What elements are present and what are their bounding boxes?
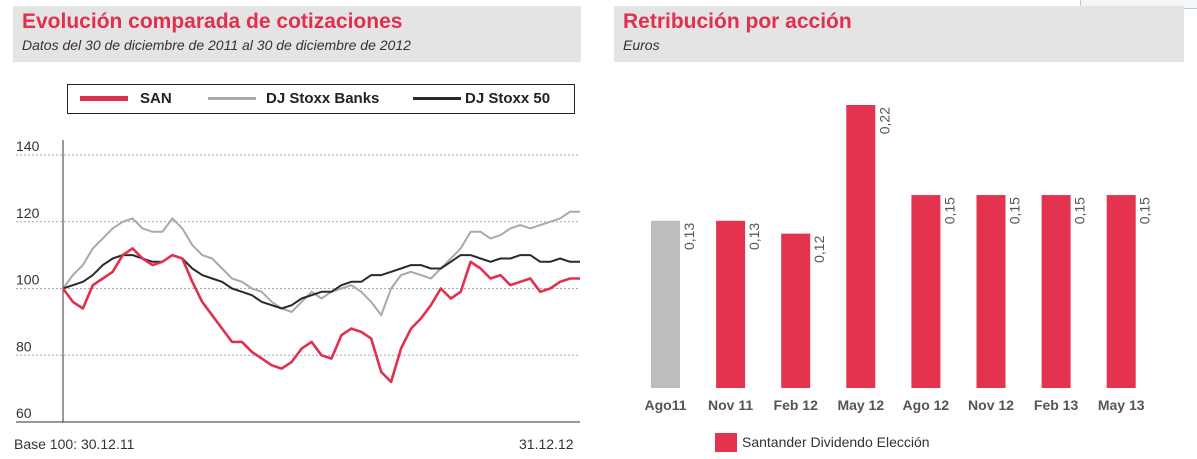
bar-6 <box>1041 195 1071 388</box>
bar-0 <box>651 220 680 388</box>
bar-1 <box>716 220 746 388</box>
right-panel-header: Retribución por acción Euros <box>614 6 1184 62</box>
bar-category-label-4: Ago 12 <box>903 397 950 413</box>
bar-value-label-0: 0,13 <box>681 223 697 250</box>
bar-value-label-2: 0,12 <box>811 235 827 262</box>
legend-label-banks: DJ Stoxx Banks <box>266 90 380 107</box>
bar-chart-subtitle: Euros <box>623 37 660 53</box>
legend-swatch-stoxx50 <box>413 97 461 100</box>
line-chart-subtitle: Datos del 30 de diciembre de 2011 al 30 … <box>22 37 411 53</box>
bar-7 <box>1106 195 1136 388</box>
bar-category-label-7: May 13 <box>1098 397 1145 413</box>
bar-category-label-5: Nov 12 <box>968 397 1014 413</box>
bar-value-label-7: 0,15 <box>1137 197 1153 224</box>
bar-chart-title: Retribución por acción <box>623 10 852 33</box>
bar-chart: 0,13 Ago11 0,13 Nov 11 0,12 Feb 12 0,22 May 12 0… <box>644 105 1153 413</box>
y-tick-label-140: 140 <box>16 138 40 154</box>
y-tick-label-60: 60 <box>16 405 32 421</box>
y-tick-label-80: 80 <box>16 338 32 354</box>
legend-label-san: SAN <box>140 90 172 107</box>
bar-category-label-0: Ago11 <box>644 397 686 413</box>
bar-legend-swatch <box>715 433 737 452</box>
bar-4 <box>911 195 941 388</box>
series-line-banks <box>62 210 580 317</box>
bar-category-label-1: Nov 11 <box>708 397 753 413</box>
series-line-stoxx50 <box>62 254 580 310</box>
bar-category-label-2: Feb 12 <box>774 397 819 413</box>
bar-3 <box>846 105 876 388</box>
line-chart-legend: SAN DJ Stoxx Banks DJ Stoxx 50 <box>67 84 575 114</box>
bar-legend-label: Santander Dividendo Elección <box>742 434 930 450</box>
line-chart: 60 80 100 120 140 <box>16 138 580 423</box>
series-line-san <box>61 247 580 384</box>
line-chart-footer-base: Base 100: 30.12.11 <box>14 436 135 452</box>
bar-value-label-4: 0,15 <box>941 197 957 224</box>
legend-label-stoxx50: DJ Stoxx 50 <box>465 90 551 107</box>
line-chart-title: Evolución comparada de cotizaciones <box>22 10 403 33</box>
left-panel-header: Evolución comparada de cotizaciones Dato… <box>13 6 581 62</box>
legend-swatch-san <box>80 96 128 101</box>
bar-value-label-6: 0,15 <box>1072 197 1088 224</box>
bar-value-label-3: 0,22 <box>876 107 892 134</box>
bar-value-label-5: 0,15 <box>1007 197 1023 224</box>
line-chart-footer-end-date: 31.12.12 <box>519 436 574 452</box>
bar-value-label-1: 0,13 <box>746 223 762 250</box>
legend-swatch-banks <box>208 97 256 100</box>
y-tick-label-120: 120 <box>16 205 40 221</box>
bar-2 <box>781 233 811 388</box>
y-tick-label-100: 100 <box>16 272 40 288</box>
bar-5 <box>976 195 1006 388</box>
bar-category-label-3: May 12 <box>837 397 884 413</box>
bar-category-label-6: Feb 13 <box>1034 397 1079 413</box>
